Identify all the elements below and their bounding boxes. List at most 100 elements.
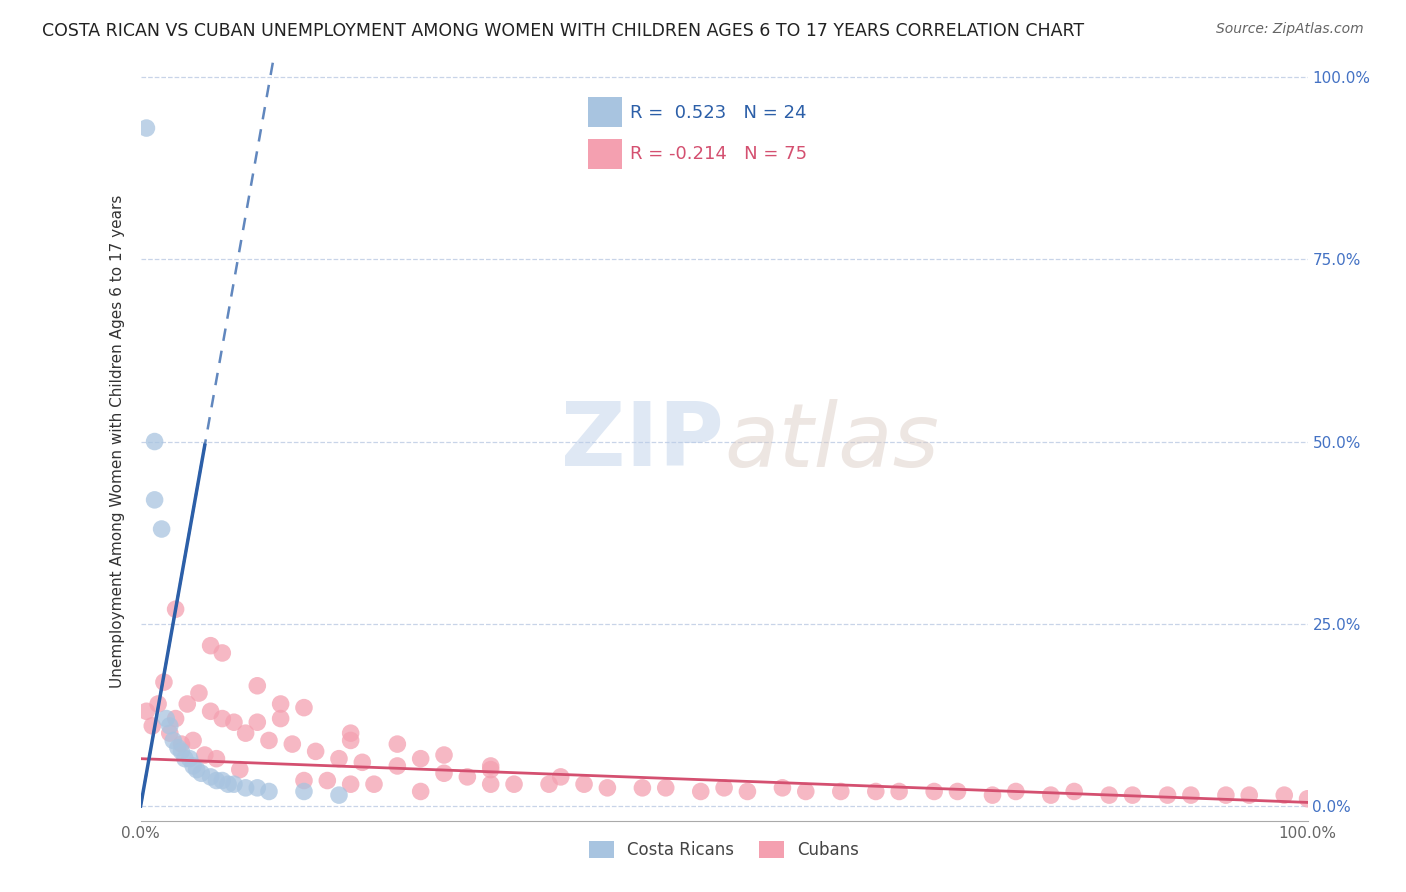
Point: [165, 712, 187, 726]
Point: [537, 777, 560, 791]
Point: [503, 777, 526, 791]
Point: [235, 726, 257, 740]
Point: [200, 770, 222, 784]
Point: [200, 639, 222, 653]
Point: [1180, 788, 1202, 802]
Point: [1005, 784, 1028, 798]
Point: [143, 434, 166, 449]
Point: [387, 737, 409, 751]
Point: [433, 766, 456, 780]
Point: [186, 763, 208, 777]
Point: [292, 784, 315, 798]
Point: [246, 679, 269, 693]
Point: [146, 697, 169, 711]
Point: [631, 780, 654, 795]
Point: [889, 784, 911, 798]
Point: [479, 763, 502, 777]
Point: [409, 784, 432, 798]
Point: [1039, 788, 1062, 802]
Point: [135, 704, 157, 718]
Point: [222, 777, 245, 791]
Point: [155, 712, 177, 726]
Point: [174, 752, 197, 766]
Point: [1296, 791, 1319, 805]
Point: [1063, 784, 1085, 798]
Point: [143, 492, 166, 507]
Point: [328, 752, 350, 766]
Text: Source: ZipAtlas.com: Source: ZipAtlas.com: [1216, 22, 1364, 37]
Point: [181, 759, 204, 773]
Point: [316, 773, 339, 788]
Point: [1122, 788, 1144, 802]
Point: [170, 744, 193, 758]
Point: [550, 770, 572, 784]
Point: [159, 726, 181, 740]
Point: [328, 788, 350, 802]
Point: [141, 719, 163, 733]
Point: [946, 784, 969, 798]
Point: [479, 759, 502, 773]
Point: [1156, 788, 1178, 802]
Point: [572, 777, 595, 791]
Point: [339, 726, 361, 740]
Point: [363, 777, 385, 791]
Point: [205, 752, 228, 766]
Point: [456, 770, 478, 784]
Point: [190, 766, 212, 780]
Point: [211, 773, 233, 788]
Point: [246, 715, 269, 730]
Point: [292, 773, 315, 788]
Point: [159, 719, 181, 733]
Point: [257, 733, 280, 747]
Point: [409, 752, 432, 766]
Text: ZIP: ZIP: [561, 398, 724, 485]
Point: [270, 712, 292, 726]
Point: [165, 602, 187, 616]
Point: [689, 784, 711, 798]
Point: [387, 759, 409, 773]
Point: [713, 780, 735, 795]
Text: atlas: atlas: [724, 399, 939, 484]
Legend: Costa Ricans, Cubans: Costa Ricans, Cubans: [582, 834, 866, 865]
Point: [162, 733, 184, 747]
Point: [655, 780, 678, 795]
Point: [772, 780, 794, 795]
Point: [179, 752, 201, 766]
Point: [292, 700, 315, 714]
Point: [229, 763, 252, 777]
Point: [167, 740, 190, 755]
Point: [170, 737, 193, 751]
Point: [222, 715, 245, 730]
Point: [305, 744, 328, 758]
Point: [153, 675, 176, 690]
Point: [339, 777, 361, 791]
Point: [830, 784, 852, 798]
Point: [135, 121, 157, 136]
Point: [737, 784, 759, 798]
Point: [1239, 788, 1261, 802]
Point: [281, 737, 304, 751]
Point: [270, 697, 292, 711]
Point: [1215, 788, 1237, 802]
Point: [217, 777, 239, 791]
Y-axis label: Unemployment Among Women with Children Ages 6 to 17 years: Unemployment Among Women with Children A…: [110, 194, 125, 689]
Point: [246, 780, 269, 795]
Point: [205, 773, 228, 788]
Point: [194, 747, 217, 762]
Point: [200, 704, 222, 718]
Point: [865, 784, 887, 798]
Point: [981, 788, 1004, 802]
Point: [257, 784, 280, 798]
Point: [211, 646, 233, 660]
Point: [922, 784, 945, 798]
Point: [339, 733, 361, 747]
Point: [150, 522, 173, 536]
Point: [181, 733, 204, 747]
Point: [235, 780, 257, 795]
Point: [596, 780, 619, 795]
Text: COSTA RICAN VS CUBAN UNEMPLOYMENT AMONG WOMEN WITH CHILDREN AGES 6 TO 17 YEARS C: COSTA RICAN VS CUBAN UNEMPLOYMENT AMONG …: [42, 22, 1084, 40]
Point: [433, 747, 456, 762]
Point: [1098, 788, 1121, 802]
Point: [479, 777, 502, 791]
Point: [1272, 788, 1295, 802]
